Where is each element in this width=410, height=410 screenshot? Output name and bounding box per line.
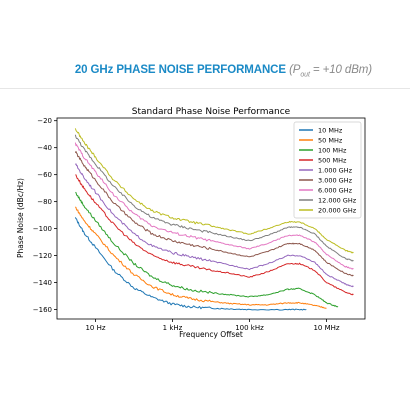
series-layer [74,128,354,311]
y-tick-label-3: −80 [37,198,52,206]
series-line-4 [74,163,354,288]
series-line-7 [74,134,354,262]
series-line-3 [75,174,354,296]
x-axis: 10 Hz 1 kHz 100 kHz 10 MHz [85,319,340,332]
legend-label-2: 100 MHz [318,147,347,155]
y-tick-label-0: −20 [37,117,52,125]
legend-label-8: 20.000 GHz [318,207,357,215]
legend-label-7: 12.000 GHz [318,197,357,205]
y-axis: −20 −40 −60 −80 −100 −120 −140 −160 [33,117,57,314]
series-line-1 [74,206,327,309]
legend: 10 MHz 50 MHz 100 MHz 500 MHz 1.000 GHz 3.000… [293,121,362,219]
x-tick-label-2: 100 kHz [235,324,264,332]
banner-title-condition: (Pout = +10 dBm) [289,64,372,79]
legend-label-5: 3.000 GHz [318,177,353,185]
legend-label-0: 10 MHz [318,127,343,135]
series-line-6 [74,142,354,270]
x-tick-label-1: 1 kHz [163,324,183,332]
y-tick-label-6: −140 [33,279,52,287]
series-line-2 [75,191,339,308]
legend-box [293,121,362,219]
legend-label-1: 50 MHz [318,137,343,145]
plot-frame [56,117,366,320]
y-tick-label-4: −100 [33,225,52,233]
y-tick-label-1: −40 [37,144,52,152]
x-axis-label: Frequency Offset [179,330,243,339]
y-axis-label: Phase Noise (dBc/Hz) [16,178,25,258]
series-line-5 [74,150,354,277]
y-tick-label-5: −120 [33,252,52,260]
banner: 20 GHz PHASE NOISE PERFORMANCE (Pout = +… [0,0,410,88]
x-tick-label-3: 10 MHz [313,324,339,332]
legend-label-6: 6.000 GHz [318,187,353,195]
banner-title-main: 20 GHz PHASE NOISE PERFORMANCE [74,64,286,76]
legend-label-4: 1.000 GHz [318,167,353,175]
series-line-8 [74,128,354,254]
series-line-0 [74,217,307,311]
banner-divider [0,88,410,89]
legend-label-3: 500 MHz [318,157,347,165]
y-tick-label-2: −60 [37,171,52,179]
chart-title: Standard Phase Noise Performance [132,107,291,117]
y-tick-label-7: −160 [33,306,52,314]
x-tick-label-0: 10 Hz [85,324,105,332]
banner-title: 20 GHz PHASE NOISE PERFORMANCE (Pout = +… [75,64,372,78]
phase-noise-chart: Standard Phase Noise Performance 10 Hz 1 … [0,89,410,410]
